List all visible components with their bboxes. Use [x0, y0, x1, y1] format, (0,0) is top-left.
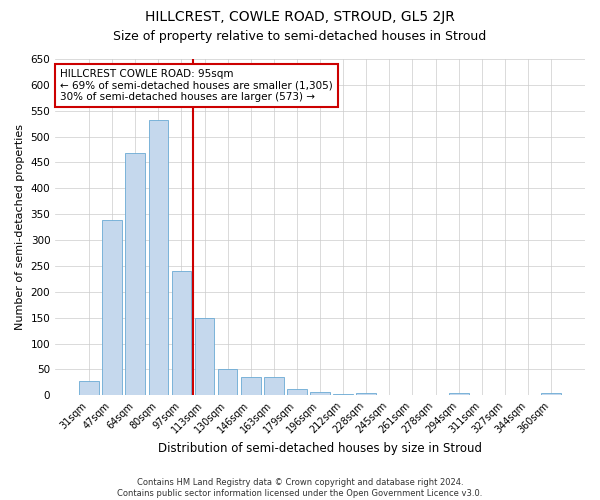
- Bar: [172, 271, 191, 396]
- Bar: [472, 395, 491, 396]
- Bar: [125, 153, 145, 396]
- Bar: [241, 377, 260, 396]
- Bar: [495, 395, 515, 396]
- X-axis label: Distribution of semi-detached houses by size in Stroud: Distribution of semi-detached houses by …: [158, 442, 482, 455]
- Text: HILLCREST, COWLE ROAD, STROUD, GL5 2JR: HILLCREST, COWLE ROAD, STROUD, GL5 2JR: [145, 10, 455, 24]
- Y-axis label: Number of semi-detached properties: Number of semi-detached properties: [15, 124, 25, 330]
- Bar: [195, 318, 214, 396]
- Bar: [149, 120, 168, 396]
- Text: Size of property relative to semi-detached houses in Stroud: Size of property relative to semi-detach…: [113, 30, 487, 43]
- Text: Contains HM Land Registry data © Crown copyright and database right 2024.
Contai: Contains HM Land Registry data © Crown c…: [118, 478, 482, 498]
- Bar: [310, 392, 330, 396]
- Text: HILLCREST COWLE ROAD: 95sqm
← 69% of semi-detached houses are smaller (1,305)
30: HILLCREST COWLE ROAD: 95sqm ← 69% of sem…: [61, 69, 333, 102]
- Bar: [264, 377, 284, 396]
- Bar: [449, 392, 469, 396]
- Bar: [356, 392, 376, 396]
- Bar: [334, 394, 353, 396]
- Bar: [380, 395, 399, 396]
- Bar: [541, 392, 561, 396]
- Bar: [79, 381, 99, 396]
- Bar: [403, 395, 422, 396]
- Bar: [287, 389, 307, 396]
- Bar: [218, 370, 238, 396]
- Bar: [518, 395, 538, 396]
- Bar: [426, 395, 445, 396]
- Bar: [103, 220, 122, 396]
